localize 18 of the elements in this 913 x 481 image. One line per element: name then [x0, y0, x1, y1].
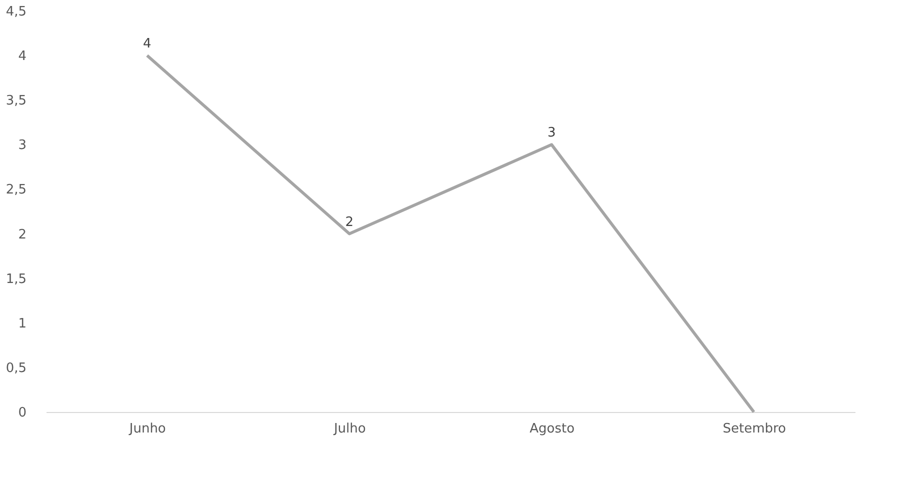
- y-tick-label: 3: [18, 138, 26, 154]
- y-tick-label: 2,5: [6, 182, 26, 198]
- x-tick-label: Julho: [332, 422, 366, 436]
- x-tick-label: Junho: [128, 422, 166, 436]
- text: 4: [142, 36, 152, 52]
- text: 2: [345, 214, 354, 230]
- x-tick-label: Setembro: [722, 422, 786, 436]
- line-series: [146, 54, 756, 414]
- text: 3: [547, 126, 556, 141]
- y-tick-label: 3,5: [6, 94, 26, 109]
- y-tick-label: 0: [18, 406, 26, 420]
- y-tick-label: 4,5: [6, 4, 26, 20]
- x-tick-label: Agosto: [530, 422, 575, 436]
- y-tick-label: 1,5: [6, 272, 26, 287]
- y-tick-label: 4: [18, 49, 26, 64]
- y-tick-label: 2: [18, 227, 26, 242]
- y-tick-label: 1: [18, 316, 26, 332]
- y-tick-label: 0,5: [6, 360, 26, 376]
